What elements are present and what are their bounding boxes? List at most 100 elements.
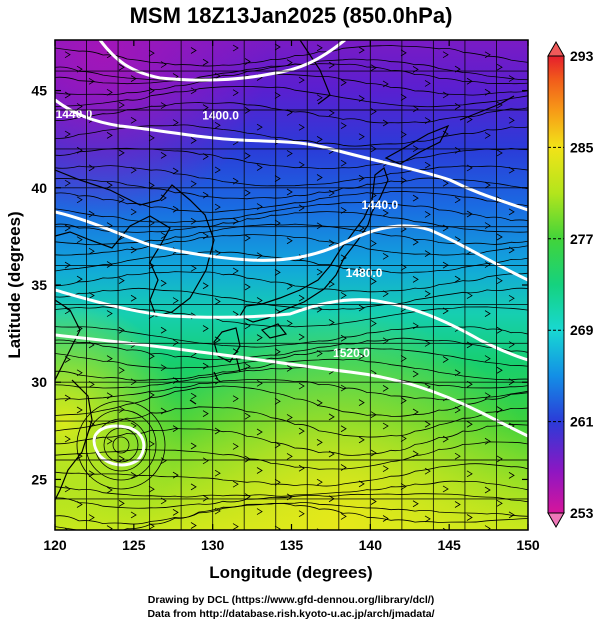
streamline-arrow bbox=[172, 471, 179, 479]
streamline-arrow bbox=[214, 298, 221, 305]
streamline-arrow bbox=[274, 397, 281, 405]
streamline-arrow bbox=[496, 277, 503, 285]
y-tick-label: 25 bbox=[31, 471, 47, 487]
streamline bbox=[55, 271, 528, 293]
streamline-arrow bbox=[358, 133, 365, 141]
streamline-arrow bbox=[76, 103, 83, 110]
streamline-arrow bbox=[76, 196, 83, 204]
streamline-arrow bbox=[286, 320, 293, 327]
streamline-arrow bbox=[106, 355, 113, 362]
x-tick-label: 135 bbox=[280, 537, 304, 553]
streamline-arrow bbox=[424, 80, 431, 87]
streamline-arrow bbox=[484, 222, 491, 229]
streamline-arrow bbox=[130, 208, 137, 216]
streamline-arrow bbox=[370, 498, 377, 505]
streamline-arrow bbox=[172, 119, 179, 126]
streamline-arrow bbox=[64, 224, 71, 232]
streamline-arrow bbox=[454, 369, 461, 377]
streamline-arrow bbox=[76, 501, 83, 508]
x-axis-label: Longitude (degrees) bbox=[209, 563, 372, 582]
streamline-arrow bbox=[256, 297, 263, 304]
streamline-arrow bbox=[424, 250, 431, 257]
streamline-arrow bbox=[454, 501, 461, 508]
streamline-arrow bbox=[190, 483, 197, 491]
streamline-arrow bbox=[508, 341, 515, 348]
streamline-arrow bbox=[244, 234, 251, 242]
contour-label: 1400.0 bbox=[202, 109, 239, 123]
credit-drawing: Drawing by DCL (https://www.gfd-dennou.o… bbox=[148, 594, 434, 606]
streamline-arrow bbox=[316, 350, 323, 357]
streamline-arrow bbox=[496, 366, 503, 374]
streamline-arrow bbox=[358, 480, 365, 488]
streamline-arrow bbox=[508, 166, 515, 174]
streamline-arrow bbox=[412, 450, 419, 458]
streamline bbox=[55, 493, 528, 509]
streamline-arrow bbox=[412, 105, 419, 113]
streamline-arrow bbox=[508, 75, 515, 82]
streamline-arrow bbox=[64, 130, 71, 138]
x-tick-label: 140 bbox=[359, 537, 383, 553]
streamline-arrow bbox=[370, 278, 377, 285]
streamline-arrow bbox=[214, 121, 221, 129]
streamline-arrow bbox=[340, 464, 347, 471]
streamline-arrow bbox=[382, 80, 389, 88]
streamline-arrow bbox=[496, 233, 503, 241]
streamline-arrow bbox=[202, 362, 209, 370]
streamline-arrow bbox=[64, 394, 71, 402]
swirl-streamline bbox=[85, 409, 157, 481]
streamline-arrow bbox=[328, 450, 335, 458]
streamline-arrow bbox=[148, 49, 155, 57]
streamline bbox=[55, 251, 528, 274]
y-tick-label: 40 bbox=[31, 180, 47, 196]
streamline-arrow bbox=[214, 377, 221, 385]
streamline-arrow bbox=[442, 307, 449, 315]
x-tick-label: 125 bbox=[122, 537, 146, 553]
streamline-arrow bbox=[256, 508, 263, 515]
streamline-arrow bbox=[130, 472, 137, 479]
streamline-arrow bbox=[466, 164, 473, 172]
streamline-arrow bbox=[298, 464, 305, 472]
streamline-arrow bbox=[190, 47, 197, 54]
streamline bbox=[55, 463, 528, 487]
streamline-arrow bbox=[298, 510, 305, 518]
x-tick-label: 150 bbox=[516, 537, 540, 553]
streamline-arrow bbox=[508, 294, 515, 302]
contour-label: 1440.0 bbox=[56, 107, 93, 121]
streamline-arrow bbox=[256, 203, 263, 210]
streamline-arrow bbox=[148, 391, 155, 399]
streamline-arrow bbox=[148, 219, 155, 227]
streamline-arrow bbox=[202, 325, 209, 332]
streamline-arrow bbox=[106, 222, 113, 229]
streamline-arrow bbox=[160, 364, 167, 372]
streamline-arrow bbox=[382, 385, 389, 392]
streamline-arrow bbox=[466, 470, 473, 478]
streamline-arrow bbox=[508, 246, 515, 254]
streamline-arrow bbox=[88, 292, 95, 299]
streamline bbox=[55, 480, 528, 498]
streamline-arrow bbox=[244, 412, 251, 420]
streamline bbox=[55, 287, 528, 311]
streamline-arrow bbox=[274, 478, 281, 486]
streamline-arrow bbox=[358, 266, 365, 274]
streamline-arrow bbox=[412, 276, 419, 283]
streamline-arrow bbox=[454, 146, 461, 154]
streamline bbox=[55, 73, 528, 96]
streamline-arrow bbox=[358, 304, 365, 312]
streamline-arrow bbox=[286, 453, 293, 460]
streamline-arrow bbox=[286, 237, 293, 245]
streamline-arrow bbox=[484, 51, 491, 59]
streamline-arrow bbox=[454, 452, 461, 460]
streamline-arrow bbox=[298, 123, 305, 131]
streamline-arrow bbox=[232, 395, 239, 403]
streamline bbox=[55, 347, 528, 369]
streamline-arrow bbox=[496, 101, 503, 109]
streamline-arrow bbox=[274, 348, 281, 356]
streamline-arrow bbox=[244, 58, 251, 65]
streamline-arrow bbox=[130, 75, 137, 82]
streamline-arrow bbox=[400, 355, 407, 362]
streamline-arrow bbox=[340, 425, 347, 433]
streamline-arrow bbox=[358, 352, 365, 360]
streamline bbox=[55, 211, 528, 233]
streamline-arrow bbox=[358, 399, 365, 406]
map-grid bbox=[55, 40, 528, 530]
